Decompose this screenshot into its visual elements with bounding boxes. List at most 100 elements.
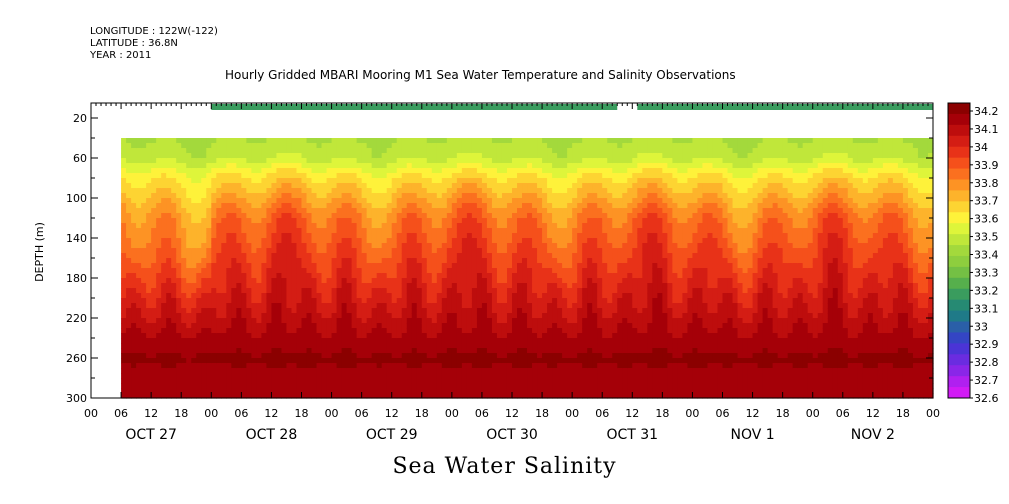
heatmap-cell bbox=[151, 278, 157, 284]
heatmap-cell bbox=[196, 283, 202, 289]
heatmap-cell bbox=[161, 288, 167, 294]
heatmap-cell bbox=[211, 293, 217, 299]
heatmap-cell bbox=[336, 388, 343, 394]
heatmap-cell bbox=[491, 303, 498, 309]
heatmap-cell bbox=[341, 293, 348, 299]
heatmap-cell bbox=[266, 188, 273, 194]
heatmap-cell bbox=[156, 328, 162, 334]
heatmap-cell bbox=[146, 143, 152, 149]
heatmap-cell bbox=[532, 298, 538, 304]
heatmap-cell bbox=[366, 148, 373, 154]
heatmap-cell bbox=[136, 363, 142, 369]
heatmap-cell bbox=[486, 218, 493, 224]
heatmap-cell bbox=[461, 233, 468, 239]
heatmap-cell bbox=[522, 138, 528, 144]
heatmap-cell bbox=[481, 308, 488, 314]
heatmap-cell bbox=[542, 233, 548, 239]
heatmap-cell bbox=[572, 228, 578, 234]
heatmap-cell bbox=[401, 293, 408, 299]
heatmap-cell bbox=[211, 263, 217, 269]
heatmap-cell bbox=[131, 198, 137, 204]
heatmap-cell bbox=[201, 358, 207, 364]
heatmap-cell bbox=[537, 323, 543, 329]
heatmap-cell bbox=[476, 273, 483, 279]
heatmap-cell bbox=[251, 173, 257, 179]
heatmap-cell bbox=[246, 323, 252, 329]
heatmap-cell bbox=[346, 248, 353, 254]
heatmap-cell bbox=[251, 333, 257, 339]
heatmap-cell bbox=[542, 228, 548, 234]
heatmap-cell bbox=[326, 228, 333, 234]
heatmap-cell bbox=[466, 308, 473, 314]
heatmap-cell bbox=[426, 343, 433, 349]
heatmap-cell bbox=[532, 143, 538, 149]
heatmap-cell bbox=[291, 273, 298, 279]
heatmap-cell bbox=[486, 363, 493, 369]
heatmap-cell bbox=[356, 363, 363, 369]
heatmap-cell bbox=[301, 368, 308, 374]
heatmap-cell bbox=[176, 148, 182, 154]
heatmap-cell bbox=[356, 218, 363, 224]
heatmap-cell bbox=[216, 173, 222, 179]
heatmap-cell bbox=[346, 338, 353, 344]
heatmap-cell bbox=[121, 313, 127, 319]
heatmap-cell bbox=[251, 293, 257, 299]
heatmap-cell bbox=[336, 273, 343, 279]
heatmap-cell bbox=[226, 358, 232, 364]
heatmap-cell bbox=[236, 323, 242, 329]
heatmap-cell bbox=[336, 283, 343, 289]
heatmap-cell bbox=[286, 243, 293, 249]
heatmap-cell bbox=[481, 363, 488, 369]
heatmap-cell bbox=[171, 333, 177, 339]
heatmap-cell bbox=[326, 148, 333, 154]
heatmap-cell bbox=[261, 243, 268, 249]
heatmap-cell bbox=[532, 363, 538, 369]
heatmap-cell bbox=[271, 158, 278, 164]
heatmap-cell bbox=[366, 218, 373, 224]
heatmap-cell bbox=[196, 368, 202, 374]
heatmap-cell bbox=[201, 173, 207, 179]
heatmap-cell bbox=[216, 218, 222, 224]
heatmap-cell bbox=[517, 388, 523, 394]
heatmap-cell bbox=[436, 173, 443, 179]
heatmap-cell bbox=[221, 153, 227, 159]
heatmap-cell bbox=[331, 273, 338, 279]
heatmap-cell bbox=[506, 238, 513, 244]
heatmap-cell bbox=[131, 323, 137, 329]
heatmap-cell bbox=[326, 368, 333, 374]
heatmap-cell bbox=[396, 383, 403, 389]
heatmap-cell bbox=[266, 348, 273, 354]
heatmap-cell bbox=[256, 218, 262, 224]
heatmap-cell bbox=[381, 233, 388, 239]
heatmap-cell bbox=[522, 393, 528, 399]
heatmap-cell bbox=[131, 168, 137, 174]
heatmap-cell bbox=[597, 288, 603, 294]
heatmap-cell bbox=[436, 283, 443, 289]
heatmap-cell bbox=[401, 333, 408, 339]
heatmap-cell bbox=[446, 188, 453, 194]
heatmap-cell bbox=[512, 233, 518, 239]
heatmap-cell bbox=[191, 218, 197, 224]
heatmap-cell bbox=[371, 348, 378, 354]
heatmap-cell bbox=[131, 358, 137, 364]
heatmap-cell bbox=[411, 293, 418, 299]
heatmap-cell bbox=[131, 378, 137, 384]
heatmap-cell bbox=[371, 318, 378, 324]
heatmap-cell bbox=[126, 138, 132, 144]
heatmap-cell bbox=[506, 218, 513, 224]
heatmap-cell bbox=[471, 343, 478, 349]
heatmap-cell bbox=[517, 283, 523, 289]
heatmap-cell bbox=[486, 253, 493, 259]
heatmap-cell bbox=[191, 283, 197, 289]
heatmap-cell bbox=[311, 243, 318, 249]
heatmap-cell bbox=[176, 373, 182, 379]
heatmap-cell bbox=[151, 243, 157, 249]
heatmap-cell bbox=[527, 223, 533, 229]
heatmap-cell bbox=[537, 338, 543, 344]
heatmap-cell bbox=[501, 318, 508, 324]
heatmap-cell bbox=[231, 288, 237, 294]
heatmap-cell bbox=[597, 323, 603, 329]
heatmap-cell bbox=[451, 388, 458, 394]
heatmap-cell bbox=[196, 278, 202, 284]
heatmap-cell bbox=[486, 368, 493, 374]
